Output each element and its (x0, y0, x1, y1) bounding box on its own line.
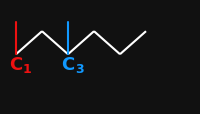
Text: C: C (61, 56, 75, 74)
Text: C: C (9, 56, 23, 74)
Text: 3: 3 (75, 63, 83, 76)
Text: 1: 1 (23, 63, 31, 76)
